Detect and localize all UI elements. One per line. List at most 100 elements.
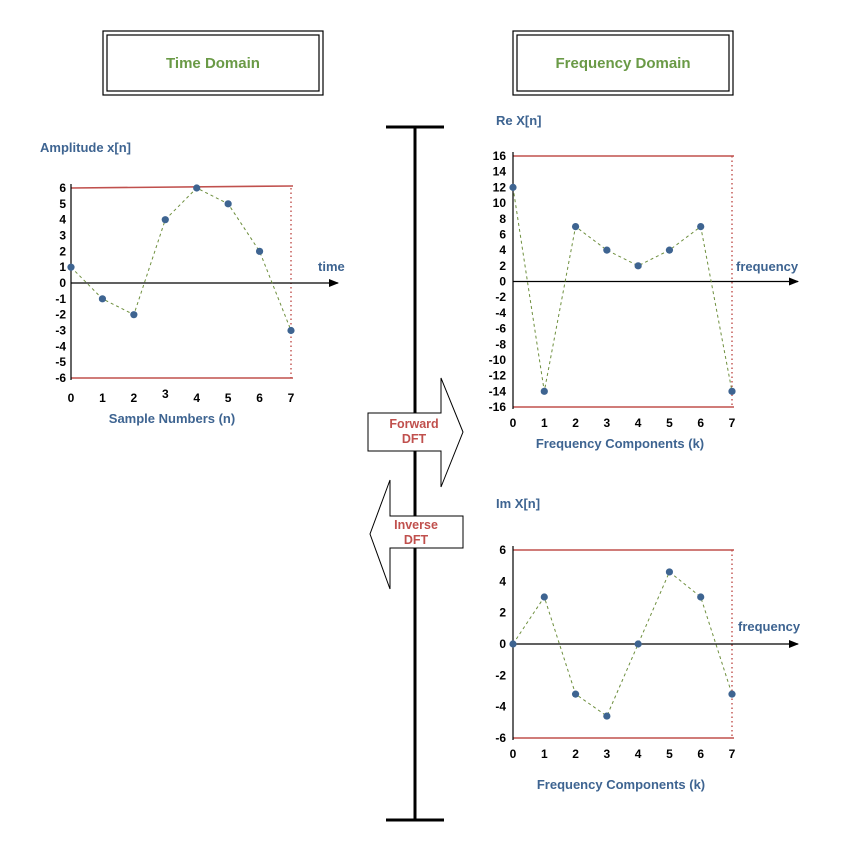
x-tick-label: 1	[541, 416, 548, 430]
x-tick-label: 7	[288, 391, 295, 405]
y-tick-label: 2	[499, 606, 506, 620]
y-tick-label: -3	[55, 324, 66, 338]
x-axis-title: Sample Numbers (n)	[109, 411, 235, 426]
data-point	[697, 222, 705, 231]
x-tick-label: 2	[572, 416, 579, 430]
y-tick-label: -2	[55, 308, 66, 322]
y-tick-label: 1	[59, 260, 66, 274]
forward-dft-label-1: Forward	[389, 417, 438, 431]
x-axis-end-label: frequency	[736, 259, 799, 274]
data-point	[571, 222, 580, 231]
y-tick-label: 14	[493, 165, 507, 179]
data-point	[193, 184, 201, 192]
series-line	[512, 187, 733, 392]
y-tick-label: 6	[499, 543, 506, 557]
y-tick-label: -4	[55, 339, 66, 353]
y-tick-label: -5	[55, 355, 66, 369]
y-tick-label: 6	[59, 181, 66, 195]
x-tick-label: 1	[99, 391, 106, 405]
y-tick-label: 0	[499, 637, 506, 651]
x-tick-label: 5	[225, 391, 232, 405]
x-axis-title: Frequency Components (k)	[536, 436, 704, 451]
data-point	[540, 593, 548, 601]
y-tick-label: 0	[59, 276, 66, 290]
data-point	[540, 387, 548, 395]
y-tick-label: 5	[59, 197, 66, 211]
y-tick-label: -10	[489, 353, 507, 367]
imaginary-part-chart: 6 4 2 0 -2 -4 -6 0 1 2 3 4 5 6 7 Im X[n] frequency Freque…	[495, 496, 801, 792]
x-tick-label: 6	[697, 416, 704, 430]
x-tick-label: 2	[131, 391, 138, 405]
data-point	[67, 263, 75, 271]
x-tick-label: 4	[635, 747, 642, 761]
y-tick-label: 2	[499, 259, 506, 273]
y-tick-label: -4	[495, 700, 506, 714]
data-point	[98, 295, 107, 303]
inverse-dft-label-1: Inverse	[394, 518, 438, 532]
x-tick-label: 5	[666, 747, 673, 761]
frequency-domain-title: Frequency Domain	[555, 55, 690, 72]
y-tick-label: -6	[495, 731, 506, 745]
time-domain-header: Time Domain	[102, 30, 324, 96]
x-tick-label: 7	[729, 747, 736, 761]
x-tick-label: 0	[510, 747, 517, 761]
y-tick-label: 2	[59, 244, 66, 258]
x-tick-label: 3	[604, 747, 611, 761]
data-point	[634, 262, 642, 270]
x-axis-end-label: frequency	[738, 619, 801, 634]
y-tick-label: -12	[489, 369, 507, 383]
time-domain-title: Time Domain	[166, 55, 260, 72]
y-axis-title: Re X[n]	[496, 113, 542, 128]
y-tick-label: 12	[493, 180, 507, 194]
data-point	[603, 712, 611, 720]
y-tick-label: -4	[495, 306, 506, 320]
data-point	[728, 387, 736, 395]
x-axis-title: Frequency Components (k)	[537, 777, 705, 792]
forward-dft-arrow: Forward DFT	[367, 377, 464, 488]
series-line	[70, 187, 292, 331]
y-tick-label: 8	[499, 212, 506, 226]
data-point	[697, 593, 705, 601]
forward-dft-label-2: DFT	[402, 432, 427, 446]
x-tick-label: 0	[68, 391, 75, 405]
y-tick-label: -6	[495, 322, 506, 336]
x-tick-label: 5	[666, 416, 673, 430]
x-tick-label: 7	[729, 416, 736, 430]
y-tick-label: -2	[495, 290, 506, 304]
data-point	[665, 246, 674, 254]
x-tick-label: 2	[572, 747, 579, 761]
x-tick-label: 1	[541, 747, 548, 761]
data-point	[224, 200, 232, 208]
x-tick-label: 4	[635, 416, 642, 430]
x-tick-label: 0	[510, 416, 517, 430]
series-line	[512, 571, 733, 717]
data-point	[287, 326, 295, 335]
bound-line-upper	[70, 185, 294, 189]
y-axis-title: Im X[n]	[496, 496, 540, 511]
y-tick-label: 16	[493, 149, 507, 163]
data-point	[571, 690, 580, 698]
data-point	[634, 640, 642, 648]
y-tick-label: 4	[499, 574, 506, 588]
inverse-dft-arrow: Inverse DFT	[369, 479, 464, 590]
inverse-dft-label-2: DFT	[404, 533, 429, 547]
x-tick-label: 6	[697, 747, 704, 761]
y-tick-label: 3	[59, 229, 66, 243]
data-point	[161, 216, 169, 224]
y-tick-label: 6	[499, 227, 506, 241]
x-axis-end-label: time	[318, 259, 345, 274]
y-tick-label: -14	[489, 384, 507, 398]
data-point	[728, 690, 736, 698]
central-divider	[386, 125, 444, 822]
y-tick-label: -8	[495, 337, 506, 351]
frequency-domain-header: Frequency Domain	[512, 30, 734, 96]
y-tick-label: 10	[493, 196, 507, 210]
y-tick-label: -6	[55, 371, 66, 385]
y-tick-label: 4	[59, 213, 66, 227]
y-tick-label: -2	[495, 668, 506, 682]
data-point	[509, 640, 517, 648]
data-point	[509, 183, 517, 191]
